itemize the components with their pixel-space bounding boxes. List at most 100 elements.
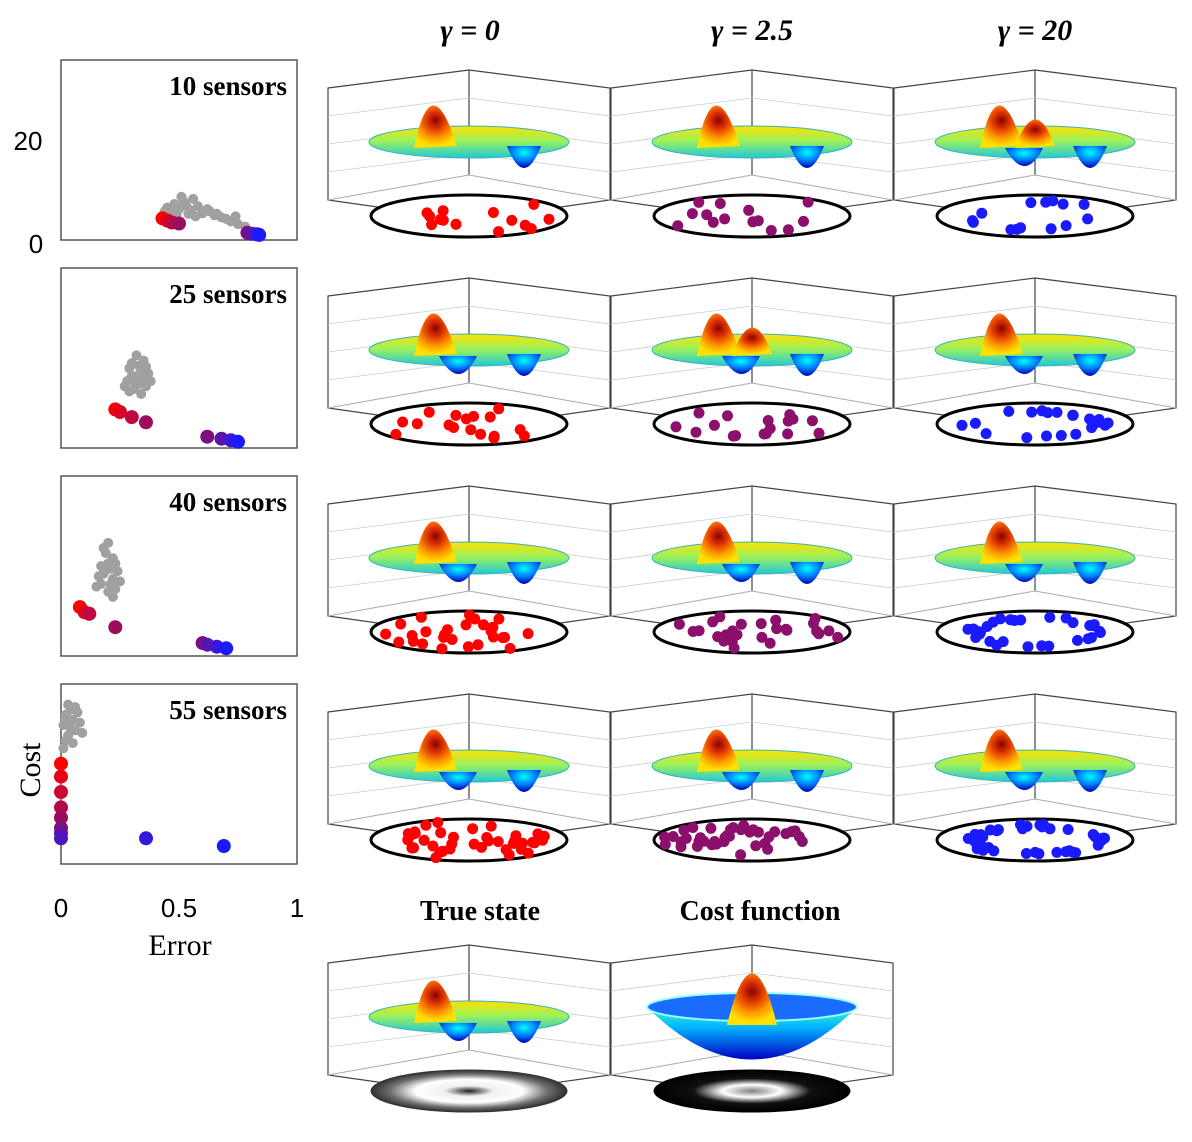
optimized-point [172, 216, 186, 231]
sensor-marker [983, 842, 995, 853]
surface-dip [507, 146, 541, 168]
sensor-marker [1020, 848, 1032, 859]
sensor-marker [687, 626, 699, 637]
surface-dip [507, 354, 541, 376]
sensor-marker [1045, 223, 1057, 235]
surface-peak [1015, 119, 1055, 148]
sensor-marker [1015, 614, 1027, 626]
sensor-marker [543, 213, 555, 225]
sensor-marker [483, 835, 495, 847]
sensor-marker [675, 841, 687, 853]
optimized-point [54, 785, 68, 799]
grid-line [610, 590, 753, 617]
grid-line [1034, 798, 1177, 825]
surface-peak [414, 729, 457, 772]
sensor-marker [450, 218, 462, 230]
grid-line [468, 1049, 611, 1076]
grid-line [327, 1049, 470, 1076]
surface-dip [790, 354, 824, 376]
grid-line [1034, 382, 1177, 409]
surface-plot-r3-c1 [327, 485, 611, 655]
true-state-floor-map [370, 1069, 568, 1113]
sensor-marker [722, 410, 733, 422]
optimized-point [200, 429, 215, 444]
grid-line [893, 97, 1036, 117]
sensor-marker [780, 623, 792, 635]
sensor-marker [1099, 832, 1110, 844]
sensor-marker [708, 419, 720, 431]
grid-line [468, 382, 611, 409]
sensor-marker [970, 632, 982, 643]
sensor-marker [468, 410, 479, 422]
sensor-marker [434, 846, 446, 858]
grid-line [327, 513, 470, 533]
grid-line [327, 97, 470, 117]
y-tick-label-20: 20 [14, 126, 43, 156]
grid-line [327, 382, 470, 409]
optimized-point [216, 839, 231, 853]
sensor-marker [487, 631, 499, 643]
scatter-panel-title: 10 sensors [169, 71, 287, 101]
grid-line [751, 97, 894, 117]
random-point [112, 566, 123, 577]
x-tick-label-0-5: 0.5 [161, 893, 197, 923]
sensor-marker [415, 611, 427, 623]
sensor-domain-ellipse [652, 817, 852, 863]
sensor-marker [506, 214, 518, 226]
sensor-marker [504, 642, 516, 654]
surface-plot-r2-c3 [893, 277, 1177, 447]
sensor-marker [1042, 407, 1054, 419]
surface-dip [790, 562, 824, 584]
sensor-marker [421, 207, 433, 219]
surface-peak [732, 327, 772, 356]
sensor-marker [976, 207, 988, 219]
grid-line [893, 174, 1036, 201]
sensor-marker [735, 618, 747, 630]
random-point [192, 201, 203, 212]
sensor-marker [493, 226, 504, 238]
random-point [65, 722, 76, 733]
sensor-marker [730, 430, 742, 442]
sensor-marker [519, 219, 531, 231]
sensor-marker [467, 823, 479, 835]
random-point [188, 193, 199, 204]
sensor-marker [1082, 213, 1094, 225]
sensor-marker [765, 225, 777, 236]
true-state-plot [327, 944, 611, 1113]
sensor-marker [469, 613, 481, 625]
sensor-marker [497, 632, 509, 644]
grid-line [468, 513, 611, 533]
grid-line [751, 382, 894, 409]
random-point [131, 350, 142, 361]
sensor-marker [673, 618, 685, 630]
grid-line [468, 97, 611, 117]
grid-line [468, 972, 611, 992]
grid-line [610, 305, 753, 325]
sensor-marker [465, 424, 477, 436]
grid-line [751, 513, 894, 533]
surface-peak [980, 313, 1023, 356]
grid-line [1034, 305, 1177, 325]
surface-plot-r1-c2 [610, 69, 894, 239]
cost-center-peak [727, 973, 777, 1025]
sensor-marker [516, 837, 528, 849]
sensor-domain-ellipse [652, 193, 852, 239]
sensor-marker [1067, 617, 1079, 629]
surface-peak [697, 521, 740, 564]
sensor-marker [670, 421, 682, 433]
sensor-marker [1092, 839, 1104, 851]
optimized-point [124, 410, 139, 425]
sensor-marker [448, 422, 460, 433]
x-tick-label-1: 1 [290, 893, 304, 923]
sensor-marker [1091, 417, 1103, 428]
sensor-marker [522, 628, 534, 640]
surface-dip [439, 564, 477, 582]
sensor-marker [672, 220, 684, 232]
sensor-marker [514, 424, 526, 436]
grid-line [327, 174, 470, 201]
grid-line [610, 174, 753, 201]
cost-floor-map [653, 1069, 851, 1113]
sensor-marker [1060, 220, 1072, 232]
sensor-marker [714, 611, 726, 623]
